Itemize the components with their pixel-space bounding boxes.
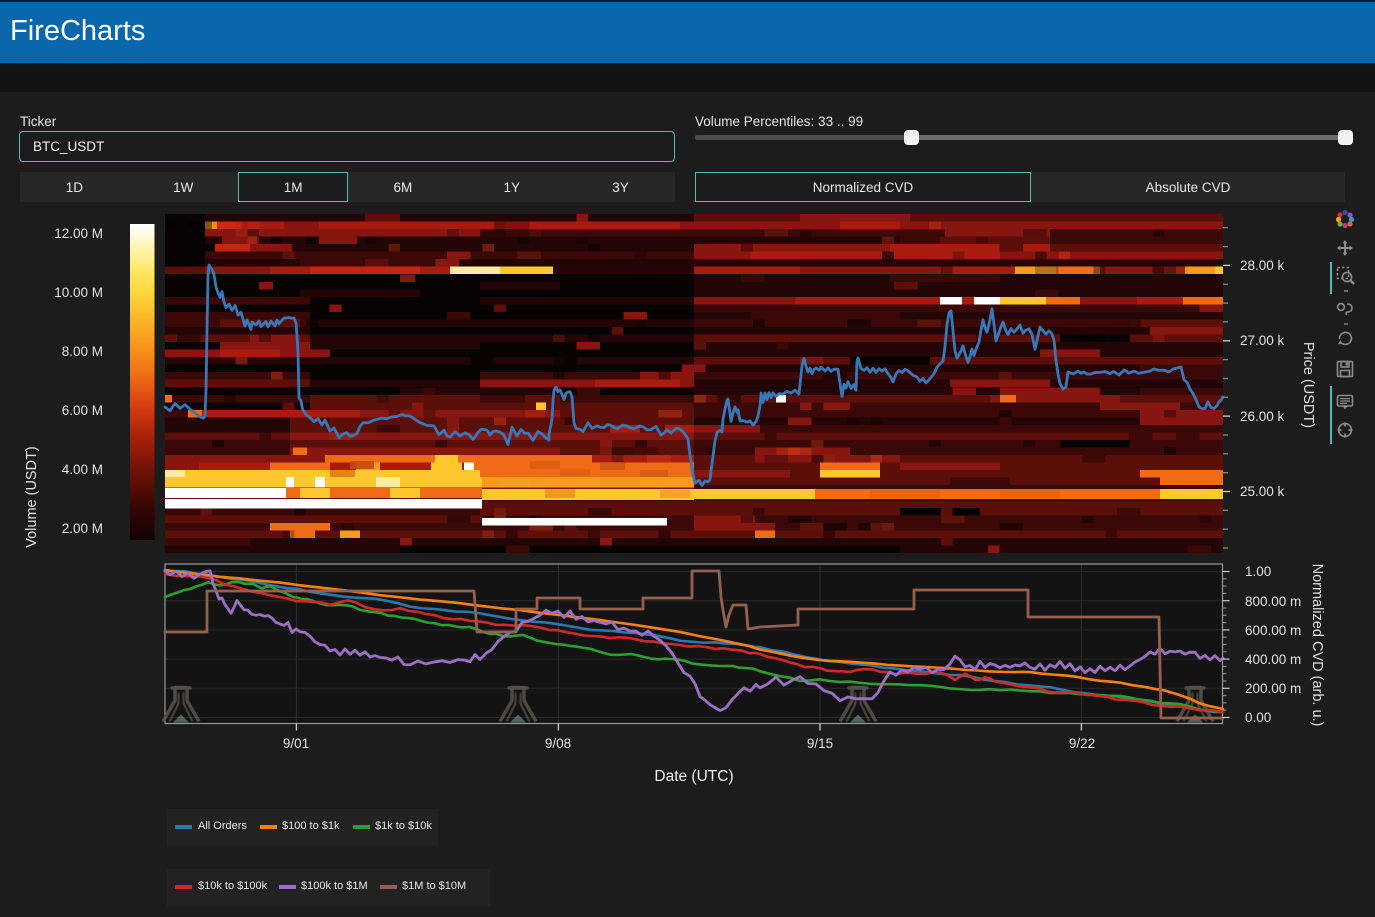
svg-text:28.00 k: 28.00 k xyxy=(1240,258,1285,273)
svg-text:10.00 M: 10.00 M xyxy=(54,285,103,300)
svg-text:4.00 M: 4.00 M xyxy=(62,462,103,477)
svg-text:Volume (USDT): Volume (USDT) xyxy=(24,446,40,548)
svg-text:400.00 m: 400.00 m xyxy=(1245,652,1301,667)
svg-text:9/01: 9/01 xyxy=(283,736,309,751)
svg-text:8.00 M: 8.00 M xyxy=(62,344,103,359)
svg-text:Date (UTC): Date (UTC) xyxy=(654,768,733,785)
svg-text:Price (USDT): Price (USDT) xyxy=(1300,342,1316,428)
svg-text:12.00 M: 12.00 M xyxy=(54,226,103,241)
svg-text:2.00 M: 2.00 M xyxy=(62,521,103,536)
svg-text:800.00 m: 800.00 m xyxy=(1245,594,1301,609)
svg-text:9/15: 9/15 xyxy=(807,736,833,751)
svg-text:200.00 m: 200.00 m xyxy=(1245,681,1301,696)
svg-text:9/22: 9/22 xyxy=(1069,736,1095,751)
svg-text:27.00 k: 27.00 k xyxy=(1240,333,1285,348)
svg-text:Normalized CVD (arb. u.): Normalized CVD (arb. u.) xyxy=(1309,564,1325,727)
svg-text:0.00: 0.00 xyxy=(1245,710,1271,725)
svg-text:25.00 k: 25.00 k xyxy=(1240,484,1285,499)
svg-text:6.00 M: 6.00 M xyxy=(62,403,103,418)
svg-text:600.00 m: 600.00 m xyxy=(1245,623,1301,638)
svg-text:1.00: 1.00 xyxy=(1245,564,1271,579)
svg-text:26.00 k: 26.00 k xyxy=(1240,409,1285,424)
svg-text:9/08: 9/08 xyxy=(545,736,571,751)
